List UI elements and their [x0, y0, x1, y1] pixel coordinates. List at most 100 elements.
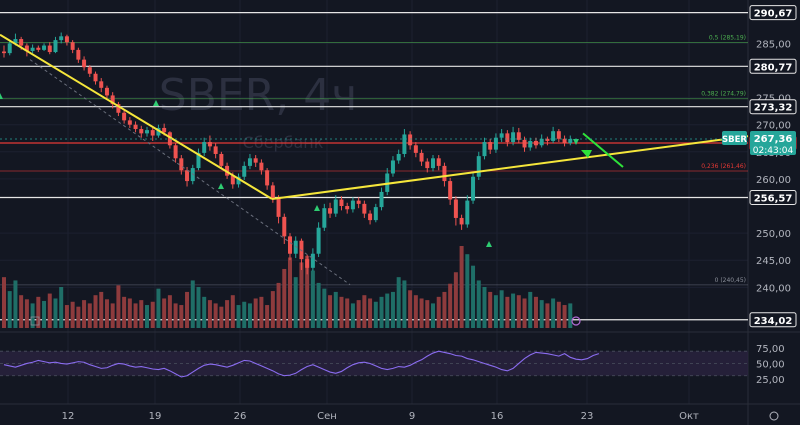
- candle-body: [7, 43, 12, 54]
- fib-label: 0,5 (285,19): [709, 34, 746, 41]
- candle-body: [87, 67, 92, 74]
- volume-bar: [64, 305, 69, 328]
- volume-bar: [219, 306, 224, 328]
- volume-bar: [396, 277, 401, 328]
- volume-bar: [59, 287, 64, 328]
- price-label-box: [749, 312, 797, 328]
- symbol-tag-label: SBER: [722, 135, 747, 145]
- volume-bar: [82, 300, 87, 328]
- volume-bar: [213, 303, 218, 328]
- price-label-box: [749, 190, 797, 206]
- volume-bar: [379, 296, 384, 328]
- volume-bar: [390, 291, 395, 328]
- candle-body: [385, 173, 390, 192]
- fib-label: 0 (240,45): [715, 277, 746, 284]
- candle-body: [219, 153, 224, 166]
- candle-body: [30, 47, 35, 51]
- arrow-line: [582, 132, 624, 168]
- y-tick-label: 240,00: [756, 283, 791, 294]
- candle-body: [413, 145, 418, 153]
- candle-body: [242, 165, 247, 177]
- volume-bar: [116, 285, 121, 328]
- volume-bar: [442, 291, 447, 328]
- fib-label: 0,382 (274,79): [701, 91, 746, 98]
- volume-bar: [511, 293, 516, 328]
- signal-up-icon: [314, 205, 320, 211]
- volume-bar: [465, 254, 470, 328]
- volume-bar: [305, 255, 310, 328]
- volume-bar: [24, 299, 29, 328]
- volume-bar: [350, 303, 355, 328]
- volume-bar: [253, 298, 258, 328]
- volume-bar: [402, 280, 407, 328]
- candle-body: [202, 142, 207, 153]
- volume-bar: [99, 291, 104, 328]
- volume-bar: [310, 270, 315, 328]
- y-tick-label: 260,00: [756, 175, 791, 186]
- volume-bar: [322, 288, 327, 328]
- volume-bar: [185, 291, 190, 328]
- current-price-box: [750, 131, 796, 156]
- candle-body: [316, 227, 321, 254]
- candle-body: [213, 146, 218, 154]
- volume-bar: [259, 296, 264, 328]
- volume-bar: [293, 277, 298, 328]
- candle-body: [247, 158, 252, 166]
- candle-body: [127, 120, 132, 125]
- x-tick-label: Сен: [317, 411, 337, 422]
- current-price-label: 267,36: [754, 134, 793, 145]
- candle-body: [185, 170, 190, 182]
- volume-bar: [448, 283, 453, 328]
- candle-body: [64, 36, 69, 43]
- volume-bar: [556, 301, 561, 328]
- candle-body: [448, 181, 453, 200]
- volume-bar: [408, 290, 413, 328]
- volume-bar: [282, 268, 287, 328]
- volume-bar: [162, 298, 167, 328]
- x-tick-label: 9: [409, 411, 415, 422]
- candle-body: [310, 253, 315, 268]
- candle-body: [104, 87, 109, 96]
- signal-up-icon: [153, 100, 159, 106]
- volume-bar: [516, 295, 521, 328]
- candle-body: [459, 217, 464, 225]
- candle-body: [145, 130, 149, 134]
- volume-bar: [156, 288, 161, 328]
- volume-bar: [276, 282, 281, 328]
- volume-bar: [488, 291, 493, 328]
- price-label: 234,02: [754, 316, 793, 327]
- volume-bar: [522, 298, 527, 328]
- volume-bar: [270, 291, 275, 328]
- dashed-projection: [29, 59, 351, 286]
- volume-bar: [2, 277, 6, 328]
- volume-bar: [7, 291, 12, 328]
- volume-bar: [436, 296, 441, 328]
- volume-bar: [173, 303, 178, 328]
- arrow-head-icon: [581, 150, 592, 158]
- volume-bar: [299, 262, 304, 328]
- volume-bar: [87, 303, 92, 328]
- y-tick-label: 275,00: [756, 94, 791, 105]
- volume-bar: [425, 300, 430, 328]
- price-label-box: [749, 5, 797, 21]
- horizontal-levels: [0, 12, 748, 321]
- price-label-box: [749, 99, 797, 115]
- candle-body: [259, 162, 264, 171]
- volume-bar: [333, 291, 338, 328]
- candle-body: [82, 59, 87, 68]
- volume-bar: [139, 300, 144, 328]
- price-label: 273,32: [754, 103, 793, 114]
- x-tick-label: 12: [62, 411, 75, 422]
- candle-body: [568, 139, 573, 144]
- candle-body: [436, 158, 441, 166]
- x-tick-label: Окт: [679, 411, 699, 422]
- candle-body: [471, 176, 476, 201]
- candle-body: [305, 259, 310, 268]
- volume-bar: [93, 295, 98, 328]
- candle-body: [139, 129, 144, 134]
- volume-bar: [385, 293, 390, 328]
- volume-bar: [459, 246, 464, 328]
- fib-label: 0,236 (261,46): [701, 163, 746, 170]
- volume-bar: [36, 296, 41, 328]
